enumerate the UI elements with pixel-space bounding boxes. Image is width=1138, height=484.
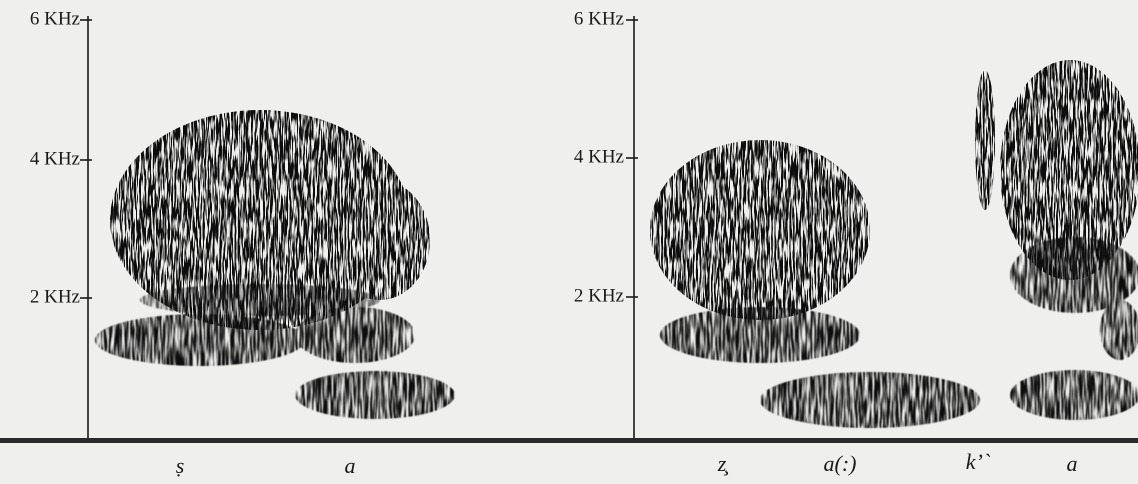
y-tick-label: 4 KHz xyxy=(30,148,80,169)
segment-label: a xyxy=(345,453,356,478)
segment-label: z̧ xyxy=(717,451,729,476)
spectrogram-left xyxy=(95,110,455,419)
y-tick-label: 4 KHz xyxy=(574,146,624,167)
segment-label: a xyxy=(1067,451,1078,476)
spectrogram-right xyxy=(650,60,1138,428)
segment-label: k’` xyxy=(966,449,991,474)
y-tick-label: 6 KHz xyxy=(30,8,80,29)
y-tick-label: 2 KHz xyxy=(574,285,624,306)
segment-label: a(:) xyxy=(824,451,857,476)
baseline xyxy=(0,438,1138,443)
y-tick-label: 6 KHz xyxy=(574,8,624,29)
segment-label: ṣ xyxy=(176,453,185,478)
y-tick-label: 2 KHz xyxy=(30,286,80,307)
